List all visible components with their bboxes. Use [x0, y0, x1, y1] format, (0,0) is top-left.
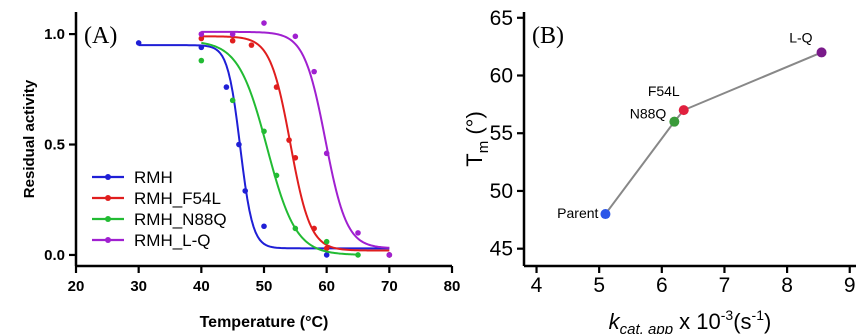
panel-a-x-tick-label: 70 — [381, 278, 398, 295]
fit-curve-rmh_n88q — [201, 41, 359, 256]
point-label-n88q: N88Q — [630, 106, 667, 122]
data-point-rmh_f54l — [311, 225, 317, 232]
panel-b-x-tick-label: 4 — [531, 274, 543, 297]
panel-b-y-tick-label: 50 — [490, 180, 513, 203]
data-point-rmh_l-q — [261, 20, 267, 26]
point-label-f54l: F54L — [648, 83, 680, 99]
data-point-rmh_n88q — [229, 97, 236, 104]
data-point-rmh_f54l — [198, 35, 205, 42]
point-f54l — [678, 105, 689, 116]
panel-b-y-axis-label: Tm (°) — [462, 111, 492, 167]
data-point-rmh — [242, 188, 248, 194]
legend-label-rmh_l-q: RMH_L-Q — [134, 231, 211, 250]
fit-curve-rmh_f54l — [201, 35, 390, 252]
panel-a-x-tick-label: 30 — [130, 278, 147, 295]
data-point-rmh_l-q — [311, 68, 317, 75]
fit-curve-rmh — [138, 44, 390, 250]
data-point-rmh_n88q — [273, 172, 280, 179]
data-point-rmh_l-q — [198, 31, 205, 37]
panel-b-y-tick-label: 60 — [490, 65, 513, 88]
panel-a-plot-area — [135, 20, 393, 258]
data-point-rmh_f54l — [229, 37, 236, 44]
data-point-rmh_n88q — [292, 225, 299, 232]
point-label-parent: Parent — [557, 205, 598, 221]
panel-b-label: (B) — [532, 23, 564, 49]
legend-label-rmh_n88q: RMH_N88Q — [134, 210, 227, 229]
legend-marker-rmh_f54l — [105, 195, 111, 201]
panel-a-x-axis-label: Temperature (°C) — [200, 314, 329, 331]
data-point-rmh_n88q — [355, 252, 361, 258]
data-point-rmh_n88q — [323, 238, 330, 245]
panel-b-x-tick-label: 7 — [719, 274, 731, 297]
data-point-rmh_n88q — [261, 128, 267, 135]
panel-a-x-tick-label: 80 — [444, 278, 461, 295]
data-point-rmh — [135, 40, 142, 46]
point-n88q — [669, 116, 680, 127]
panel-a-x-tick-label: 40 — [193, 278, 210, 295]
fit-curve-rmh_l-q — [201, 30, 390, 249]
panel-a: 20 30 40 50 60 70 80 0.0 0.5 1.0 (A) Residual act… — [21, 12, 460, 331]
panel-b-x-axis-label: kcat, app x 10-3(s-1) — [609, 307, 772, 334]
data-point-rmh — [198, 44, 205, 51]
data-point-rmh_f54l — [323, 245, 330, 252]
data-point-rmh_n88q — [198, 57, 205, 64]
panel-b-plot-area: Parent N88Q F54L L-Q — [557, 29, 827, 221]
panel-b-y-tick-label: 65 — [490, 7, 513, 30]
panel-a-x-tick-label: 60 — [318, 278, 335, 295]
panel-b-x-tick-label: 5 — [593, 274, 605, 297]
data-point-rmh_f54l — [248, 42, 255, 48]
panel-b-y-tick-label: 45 — [490, 238, 513, 261]
data-point-rmh_f54l — [292, 154, 299, 161]
data-point-rmh_l-q — [355, 230, 361, 236]
legend-label-rmh: RMH — [134, 168, 173, 187]
data-point-rmh — [223, 84, 230, 90]
panel-a-x-tick-label: 50 — [256, 278, 273, 295]
panel-b-x-tick-label: 9 — [844, 274, 856, 297]
data-point-rmh_f54l — [273, 84, 280, 90]
point-l-q — [816, 47, 827, 58]
data-point-rmh_f54l — [286, 137, 292, 143]
legend-label-rmh_f54l: RMH_F54L — [134, 189, 221, 208]
data-point-rmh — [323, 252, 330, 258]
legend-marker-rmh_n88q — [105, 216, 111, 222]
data-point-rmh — [261, 223, 267, 230]
legend-marker-rmh — [105, 174, 111, 180]
data-point-rmh_l-q — [386, 252, 393, 258]
panel-a-y-tick-label: 0.0 — [44, 247, 65, 264]
panel-a-label: (A) — [84, 23, 117, 49]
data-point-rmh_l-q — [292, 33, 299, 40]
panel-a-legend: RMH RMH_F54L RMH_N88Q RMH_L-Q — [92, 168, 227, 250]
trend-line — [604, 51, 822, 215]
panel-b-x-tick-label: 6 — [656, 274, 668, 297]
point-label-l-q: L-Q — [789, 29, 812, 45]
panel-a-y-tick-label: 1.0 — [44, 26, 65, 43]
panel-b-x-tick-label: 8 — [781, 274, 793, 297]
panel-a-y-axis-label: Residual activity — [21, 79, 38, 198]
panel-a-x-tick-label: 20 — [68, 278, 85, 295]
data-point-rmh_l-q — [229, 31, 236, 37]
panel-a-y-tick-label: 0.5 — [44, 137, 65, 154]
panel-b-y-tick-label: 55 — [490, 122, 513, 145]
data-point-rmh — [236, 141, 242, 148]
panel-a-ticks: 20 30 40 50 60 70 80 0.0 0.5 1.0 — [44, 26, 460, 295]
point-parent — [600, 209, 611, 220]
data-point-rmh_l-q — [323, 150, 330, 157]
legend-marker-rmh_l-q — [105, 237, 111, 243]
